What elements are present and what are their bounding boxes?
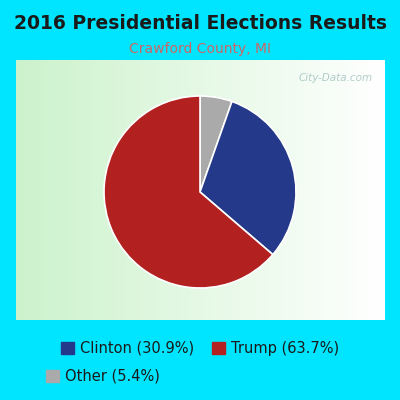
Legend: Clinton (30.9%), Trump (63.7%): Clinton (30.9%), Trump (63.7%): [58, 338, 342, 359]
Wedge shape: [200, 96, 232, 192]
Wedge shape: [200, 102, 296, 254]
Text: 2016 Presidential Elections Results: 2016 Presidential Elections Results: [14, 14, 386, 33]
Wedge shape: [104, 96, 273, 288]
Legend: Other (5.4%): Other (5.4%): [43, 366, 163, 387]
Text: City-Data.com: City-Data.com: [299, 73, 373, 83]
Text: Crawford County, MI: Crawford County, MI: [129, 42, 271, 56]
